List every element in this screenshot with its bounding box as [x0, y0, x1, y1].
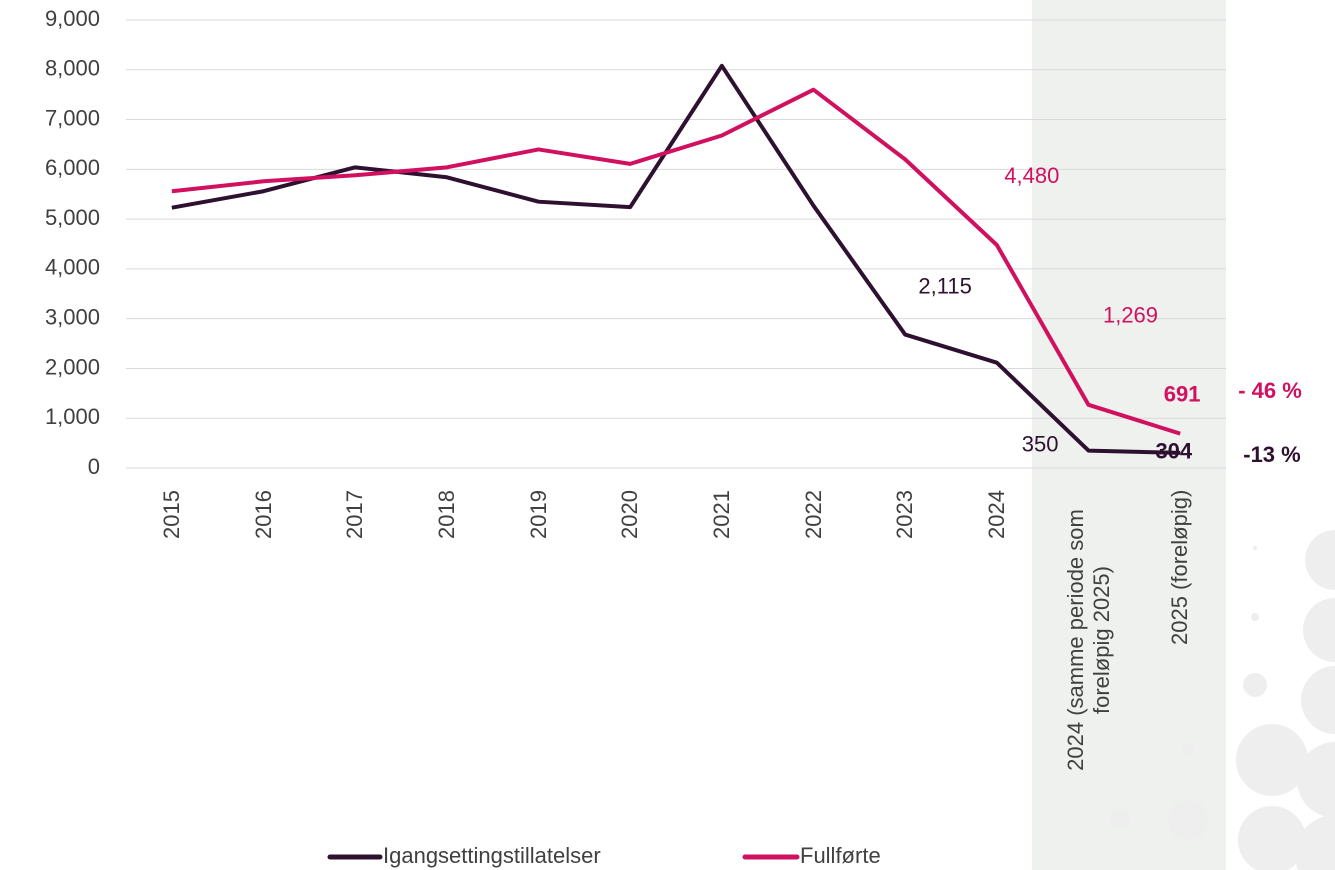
data-label: 691 — [1164, 381, 1201, 406]
y-tick-label: 7,000 — [45, 105, 100, 130]
y-tick-label: 0 — [88, 454, 100, 479]
data-label: 1,269 — [1103, 303, 1158, 328]
data-label: 350 — [1022, 431, 1059, 456]
x-tick-label: 2023 — [892, 490, 918, 539]
x-tick-label: 2024 — [983, 490, 1009, 539]
data-label: 304 — [1155, 439, 1192, 464]
x-tick-label: 2016 — [250, 490, 276, 539]
shaded-period — [1032, 0, 1226, 870]
x-tick-label: 2020 — [617, 490, 643, 539]
y-tick-label: 6,000 — [45, 155, 100, 180]
y-tick-label: 1,000 — [45, 404, 100, 429]
line-series — [171, 87, 1181, 436]
x-tick-label: 2017 — [342, 490, 368, 539]
x-tick-label: 2022 — [800, 490, 826, 539]
x-tick-label: 2025 (foreløpig) — [1167, 489, 1193, 645]
y-tick-label: 8,000 — [45, 56, 100, 81]
decoration — [1110, 530, 1335, 870]
annotation: - 46 % — [1238, 378, 1302, 403]
y-tick-label: 3,000 — [45, 304, 100, 329]
x-tick-label: 2018 — [433, 490, 459, 539]
legend-label: Igangsettingstillatelser — [383, 843, 601, 868]
x-tick-label: 2021 — [708, 490, 734, 539]
annotation: -13 % — [1243, 442, 1300, 467]
y-tick-label: 9,000 — [45, 6, 100, 31]
line-series — [171, 63, 1181, 455]
y-tick-label: 5,000 — [45, 205, 100, 230]
y-tick-label: 4,000 — [45, 255, 100, 280]
legend-label: Fullførte — [800, 843, 881, 868]
y-tick-label: 2,000 — [45, 354, 100, 379]
data-label: 4,480 — [1004, 163, 1059, 188]
data-label: 2,115 — [918, 274, 971, 299]
x-tick-label: 2024 (samme periode som foreløpig 2025) — [1062, 509, 1114, 771]
x-tick-label: 2019 — [525, 490, 551, 539]
x-tick-label: 2015 — [158, 490, 184, 539]
